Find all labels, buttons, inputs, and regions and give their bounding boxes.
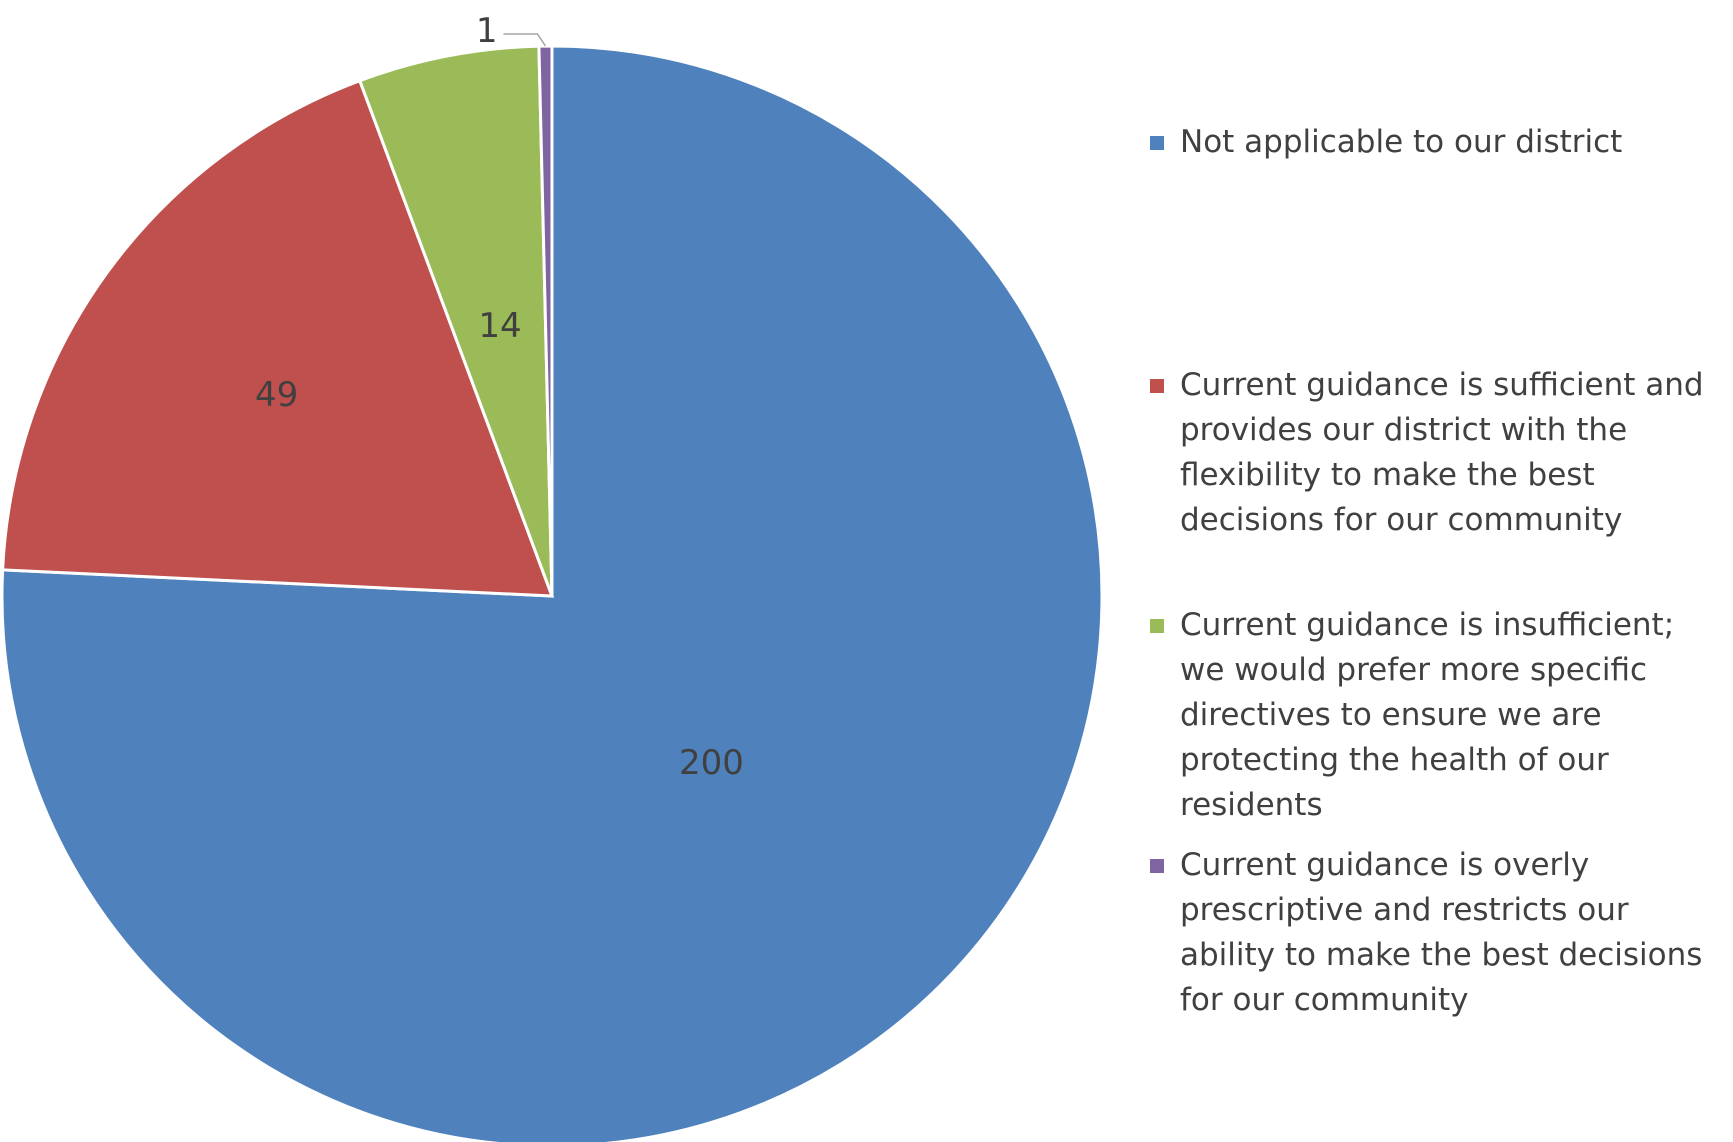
legend-label-overly-prescriptive: Current guidance is overly prescriptive … (1180, 847, 1703, 1018)
legend-item-not-applicable: Not applicable to our district (1150, 120, 1720, 165)
legend-item-overly-prescriptive: Current guidance is overly prescriptive … (1150, 843, 1720, 1023)
data-label-insufficient: 14 (478, 306, 521, 346)
pie-chart-plot: 200 49 14 1 (0, 11, 1104, 1142)
pie-slice-overly-prescriptive (537, 44, 554, 597)
data-label-sufficient: 49 (255, 375, 298, 415)
legend-item-insufficient: Current guidance is insufficient; we wou… (1150, 603, 1720, 828)
leader-line-overly-prescriptive (503, 33, 547, 47)
chart-legend: Not applicable to our district Current g… (1150, 0, 1720, 1142)
legend-label-insufficient: Current guidance is insufficient; we wou… (1180, 607, 1675, 823)
legend-swatch-not-applicable (1150, 136, 1164, 150)
legend-label-not-applicable: Not applicable to our district (1180, 124, 1623, 160)
legend-swatch-overly-prescriptive (1150, 859, 1164, 873)
legend-label-sufficient: Current guidance is sufficient and provi… (1180, 367, 1704, 538)
legend-item-sufficient: Current guidance is sufficient and provi… (1150, 363, 1720, 543)
pie-slice-sufficient (1, 78, 555, 598)
data-label-overly-prescriptive: 1 (476, 11, 498, 51)
pie-slice-insufficient (357, 44, 554, 597)
data-label-not-applicable: 200 (679, 743, 744, 783)
legend-swatch-sufficient (1150, 379, 1164, 393)
legend-swatch-insufficient (1150, 619, 1164, 633)
